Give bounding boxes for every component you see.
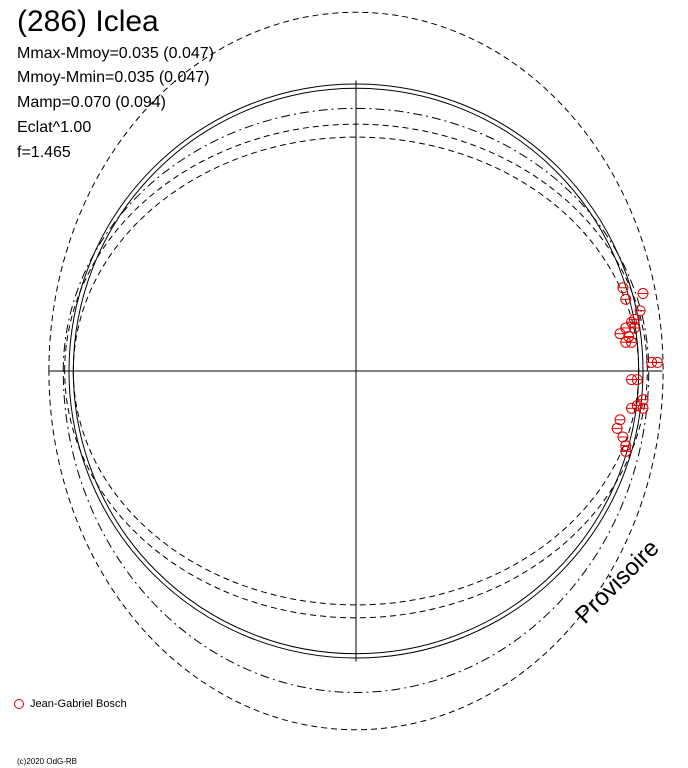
data-point (628, 322, 640, 334)
copyright: (c)2020 OdG-RB (17, 757, 78, 766)
data-point (611, 422, 623, 434)
data-point (620, 445, 632, 457)
legend-marker-circle (14, 699, 24, 709)
legend-observer-name: Jean-Gabriel Bosch (30, 698, 127, 710)
stat-mmax-mmoy: Mmax-Mmoy=0.035 (0.047) (17, 45, 214, 62)
model-curve-dashed (72, 136, 640, 606)
model-curve-dashed (64, 123, 648, 619)
model-curves (48, 11, 664, 731)
axes (49, 80, 663, 662)
data-point (626, 316, 638, 328)
stat-eclat: Eclat^1.00 (17, 119, 92, 136)
model-curve-solid (68, 83, 644, 659)
data-point (626, 336, 638, 348)
stat-frequency: f=1.465 (17, 144, 71, 161)
stat-mmoy-mmin: Mmoy-Mmin=0.035 (0.047) (17, 69, 210, 86)
data-point (623, 331, 635, 343)
data-point (634, 305, 646, 317)
data-point (651, 356, 663, 368)
data-point (637, 288, 649, 300)
data-point (620, 440, 632, 452)
model-curve-dashed (48, 11, 664, 731)
data-point (631, 374, 643, 386)
data-point (620, 293, 632, 305)
data-point (631, 399, 643, 411)
chart-title: (286) Iclea (17, 5, 159, 38)
legend: Jean-Gabriel Bosch (14, 697, 127, 711)
data-point (617, 282, 629, 294)
data-point (637, 402, 649, 414)
observation-points (611, 282, 663, 457)
data-point (626, 402, 638, 414)
data-point (637, 394, 649, 406)
data-point (628, 313, 640, 325)
stat-mamp: Mamp=0.070 (0.094) (17, 94, 166, 111)
model-curve-dashdot (62, 107, 650, 693)
